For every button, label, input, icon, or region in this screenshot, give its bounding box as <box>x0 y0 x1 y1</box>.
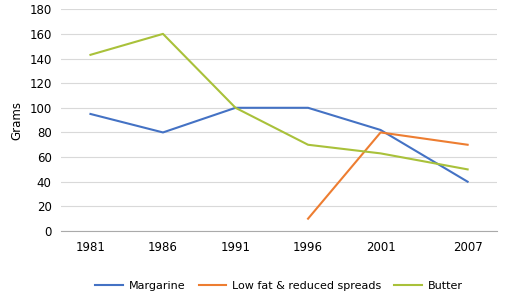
Margarine <box>88 112 94 116</box>
Butter <box>305 143 311 147</box>
Margarine <box>160 131 166 134</box>
Low fat & reduced spreads <box>377 131 383 134</box>
Low fat & reduced spreads <box>305 217 311 221</box>
Legend: Margarine, Low fat & reduced spreads, Butter: Margarine, Low fat & reduced spreads, Bu… <box>91 277 467 295</box>
Butter <box>160 32 166 36</box>
Butter <box>88 53 94 57</box>
Butter <box>377 152 383 155</box>
Y-axis label: Grams: Grams <box>11 101 24 140</box>
Line: Low fat & reduced spreads: Low fat & reduced spreads <box>308 132 467 219</box>
Line: Margarine: Margarine <box>91 108 467 182</box>
Margarine <box>464 180 471 184</box>
Line: Butter: Butter <box>91 34 467 169</box>
Butter <box>232 106 239 110</box>
Butter <box>464 168 471 171</box>
Margarine <box>232 106 239 110</box>
Margarine <box>377 128 383 132</box>
Low fat & reduced spreads <box>464 143 471 147</box>
Margarine <box>305 106 311 110</box>
